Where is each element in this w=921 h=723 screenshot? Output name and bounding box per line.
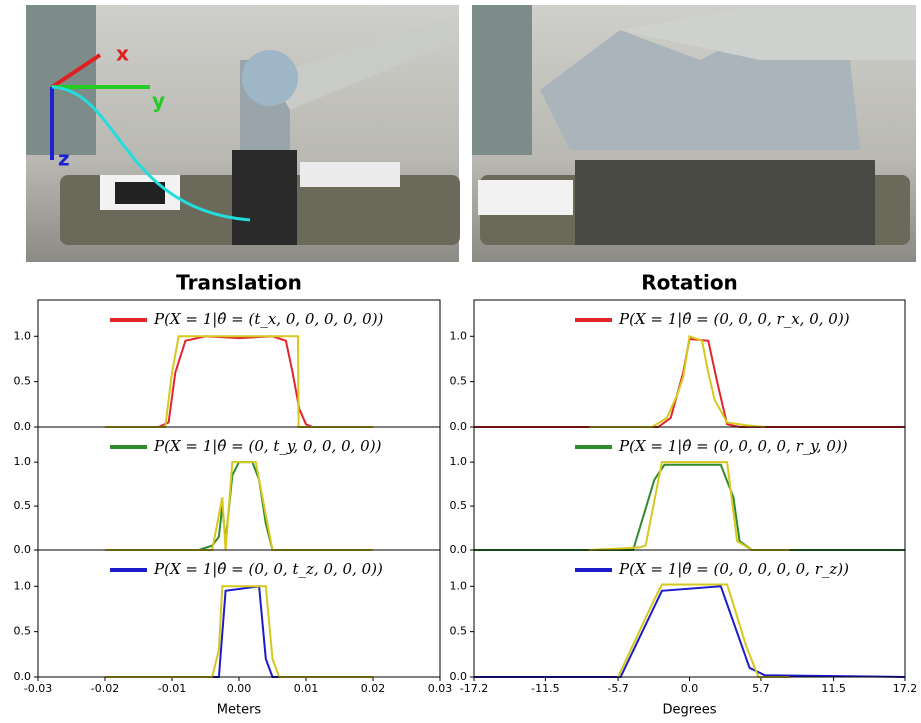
photo-axis-label: y [152,89,165,113]
series-line [474,463,905,551]
x-axis-label: Degrees [662,703,716,718]
y-tick-label: 1.0 [450,455,468,468]
x-tick-label: 17.2 [893,682,918,695]
legend-label: P(X = 1|θ̂ = (0, 0, 0, r_x, 0, 0)) [618,310,850,328]
legend-label: P(X = 1|θ̂ = (0, 0, 0, 0, 0, r_z)) [618,560,849,578]
photo-axis-label: z [58,147,70,171]
x-tick-label: 0.0 [681,682,699,695]
x-tick-label: 5.7 [752,682,770,695]
series-line [105,585,373,678]
axes-frame [37,549,441,678]
y-tick-label: 1.0 [450,329,468,342]
series-line [105,461,373,551]
y-tick-label: 0.5 [14,499,32,512]
x-tick-label: -11.5 [531,682,559,695]
series-line [589,334,765,428]
y-tick-label: 0.5 [450,375,468,388]
series-line [474,337,905,428]
series-line [589,461,790,551]
legend-label: P(X = 1|θ̂ = (0, t_y, 0, 0, 0, 0)) [153,437,382,455]
series-line [105,461,373,551]
y-tick-label: 1.0 [14,579,32,592]
y-tick-label: 1.0 [14,329,32,342]
y-tick-label: 0.5 [450,499,468,512]
y-tick-label: 0.5 [14,625,32,638]
legend-label: P(X = 1|θ̂ = (t_x, 0, 0, 0, 0, 0)) [153,310,384,328]
y-tick-label: 0.0 [450,420,468,433]
photo-left: x y z [26,5,460,262]
series-line [105,585,373,678]
x-tick-label: -17.2 [460,682,488,695]
x-axis-label: Meters [217,703,262,718]
x-tick-label: 11.5 [821,682,846,695]
x-tick-label: -0.02 [91,682,119,695]
panel-title: Rotation [641,271,738,295]
x-tick-label: 0.01 [294,682,319,695]
x-tick-label: 0.03 [428,682,453,695]
y-tick-label: 0.0 [14,670,32,683]
y-tick-label: 0.5 [14,375,32,388]
y-tick-label: 0.0 [450,670,468,683]
y-tick-label: 0.0 [450,543,468,556]
y-tick-label: 1.0 [14,455,32,468]
axes-frame [473,549,906,678]
x-tick-label: 0.02 [361,682,386,695]
y-tick-label: 1.0 [450,579,468,592]
y-tick-label: 0.5 [450,625,468,638]
y-tick-label: 0.0 [14,420,32,433]
photo-right [472,5,916,262]
photo-axis-label: x [116,42,129,66]
panel-title: Translation [176,271,302,295]
x-tick-label: -5.7 [607,682,628,695]
series-line [105,335,373,428]
series-line [105,335,373,428]
x-tick-label: -0.01 [158,682,186,695]
series-line [474,585,906,678]
x-tick-label: 0.00 [227,682,252,695]
series-line [617,583,790,678]
legend-label: P(X = 1|θ̂ = (0, 0, 0, 0, r_y, 0)) [618,437,848,455]
x-tick-label: -0.03 [24,682,52,695]
legend-label: P(X = 1|θ̂ = (0, 0, t_z, 0, 0, 0)) [153,560,383,578]
y-tick-label: 0.0 [14,543,32,556]
